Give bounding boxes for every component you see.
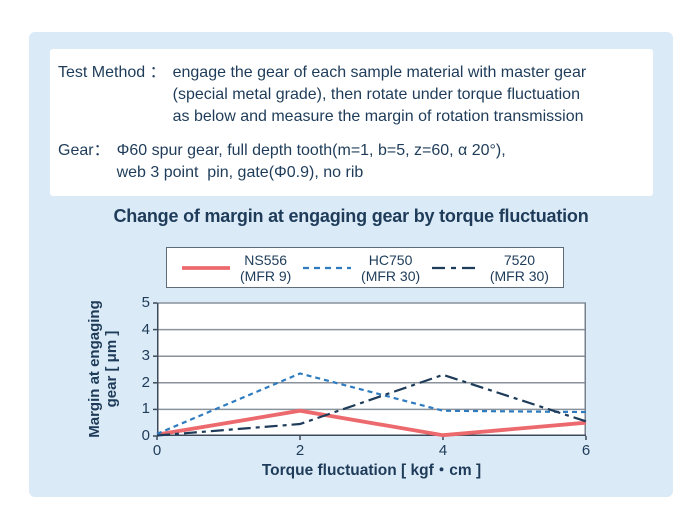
x-tick-label: 2 [295,442,305,459]
legend-item-7520: 7520 (MFR 30) [431,252,549,284]
x-tick-label: 6 [581,442,591,459]
test-info-card: Test Method ： engage the gear of each sa… [50,49,653,196]
y-tick-label: 0 [141,427,150,444]
series-name: NS556 [244,251,288,268]
y-tick-label: 4 [141,320,150,338]
legend-label: 7520 (MFR 30) [490,252,549,284]
series-mfr: (MFR 30) [489,267,549,284]
series-mfr: (MFR 30) [361,267,421,284]
dashed-line-swatch-icon [303,266,352,269]
legend-item-hc750: HC750 (MFR 30) [302,252,420,284]
y-tick-label: 2 [141,373,150,391]
y-tick-label: 3 [141,347,150,365]
series-name: HC750 [368,251,413,268]
legend: NS556 (MFR 9) HC750 (MFR 30) 7520 (MFR 3… [166,247,564,288]
y-tick-label: 1 [141,400,150,418]
gear-label: Gear： [58,142,110,159]
plot-svg [153,302,587,440]
test-method-row: Test Method ： engage the gear of each sa… [58,62,647,128]
x-tick-label: 0 [152,442,162,459]
y-axis-label-line1: Margin at engaging [86,300,103,438]
gear-row: Gear： Φ60 spur gear, full depth tooth(m=… [58,140,647,184]
legend-label: HC750 (MFR 30) [361,252,420,284]
test-method-label: Test Method ： [58,64,166,81]
test-method-text: engage the gear of each sample material … [172,64,587,125]
y-tick-label: 5 [141,294,150,311]
chart-panel: Test Method ： engage the gear of each sa… [29,32,673,497]
x-axis-label: Torque fluctuation [ kgf・cm ] [261,462,482,479]
x-tick-label: 4 [438,442,448,459]
series-name: 7520 [503,251,535,268]
solid-line-swatch-icon [182,265,230,270]
legend-label: NS556 (MFR 9) [240,252,291,284]
chart-title: Change of margin at engaging gear by tor… [113,206,589,226]
legend-item-ns556: NS556 (MFR 9) [181,252,291,284]
dashdot-line-swatch-icon [431,266,480,269]
series-mfr: (MFR 9) [240,267,292,284]
gear-text: Φ60 spur gear, full depth tooth(m=1, b=5… [116,142,506,181]
